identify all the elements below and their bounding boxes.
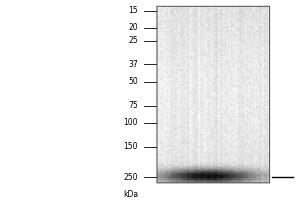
Text: 50: 50 [128, 77, 138, 86]
Text: 75: 75 [128, 101, 138, 110]
Text: 20: 20 [128, 23, 138, 32]
Text: 250: 250 [124, 173, 138, 182]
Text: 37: 37 [128, 60, 138, 69]
Text: kDa: kDa [123, 190, 138, 199]
Text: 15: 15 [128, 6, 138, 15]
Text: 25: 25 [128, 36, 138, 45]
Text: 100: 100 [124, 118, 138, 127]
Text: 150: 150 [124, 142, 138, 151]
